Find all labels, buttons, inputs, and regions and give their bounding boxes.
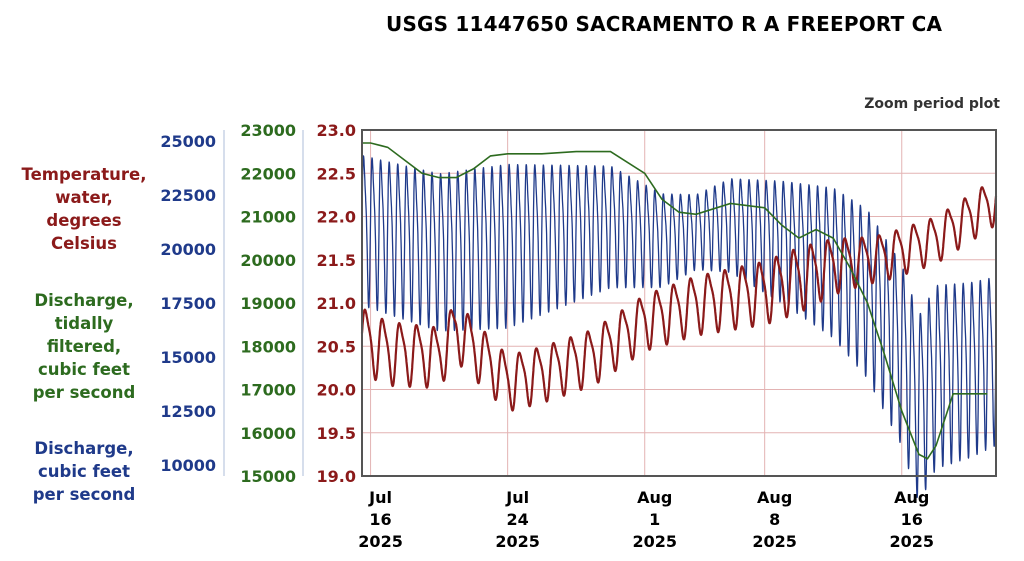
filtered-tick-label: 21000 [240, 208, 296, 227]
discharge-tick-label: 20000 [160, 240, 216, 259]
series-temperature-line [360, 186, 998, 412]
discharge-axis-label: Discharge, cubic feet per second [32, 439, 136, 504]
filtered-tick-label: 16000 [240, 424, 296, 443]
temperature-tick-label: 22.5 [317, 164, 356, 183]
temperature-tick-label: 20.5 [317, 337, 356, 356]
x-tick-label: 16 [369, 510, 391, 529]
discharge-tick-label: 15000 [160, 348, 216, 367]
plot-frame [361, 129, 997, 477]
temperature-tick-label: 21.0 [317, 294, 356, 313]
discharge-tick-label: 25000 [160, 132, 216, 151]
filtered-tick-label: 17000 [240, 381, 296, 400]
x-tick-label: 16 [901, 510, 923, 529]
temperature-tick-label: 19.0 [317, 467, 356, 486]
x-tick-label: Aug [757, 488, 792, 507]
temperature-tick-label: 23.0 [317, 121, 356, 140]
series-filtered-line [362, 142, 988, 460]
discharge-tick-label: 12500 [160, 402, 216, 421]
x-tick-label: 2025 [358, 532, 403, 551]
x-tick-label: 2025 [632, 532, 677, 551]
x-tick-label: 8 [769, 510, 780, 529]
temperature-tick-label: 19.5 [317, 424, 356, 443]
x-tick-label: 1 [649, 510, 660, 529]
discharge-tick-label: 22500 [160, 186, 216, 205]
x-tick-label: 2025 [495, 532, 540, 551]
temperature-tick-label: 22.0 [317, 208, 356, 227]
filtered-tick-label: 23000 [240, 121, 296, 140]
discharge-tick-label: 10000 [160, 456, 216, 475]
x-tick-label: Jul [368, 488, 392, 507]
series-discharge-line [361, 155, 997, 499]
filtered-tick-label: 19000 [240, 294, 296, 313]
x-tick-label: 2025 [889, 532, 934, 551]
discharge-tick-label: 17500 [160, 294, 216, 313]
x-tick-label: Aug [894, 488, 929, 507]
filtered-tick-label: 15000 [240, 467, 296, 486]
x-tick-label: 24 [507, 510, 529, 529]
x-tick-label: 2025 [752, 532, 797, 551]
x-tick-label: Aug [637, 488, 672, 507]
filtered-tick-label: 18000 [240, 337, 296, 356]
chart-title: USGS 11447650 SACRAMENTO R A FREEPORT CA [386, 12, 943, 36]
temperature-tick-label: 20.0 [317, 381, 356, 400]
zoom-period-label: Zoom period plot [864, 96, 1000, 112]
x-tick-label: Jul [505, 488, 529, 507]
temperature-tick-label: 21.5 [317, 251, 356, 270]
filtered-tick-label: 22000 [240, 164, 296, 183]
filtered-tick-label: 20000 [240, 251, 296, 270]
filtered-discharge-axis-label: Discharge, tidally filtered, cubic feet pe… [32, 291, 136, 402]
temperature-axis-label: Temperature, water, degrees Celsius [21, 165, 147, 253]
